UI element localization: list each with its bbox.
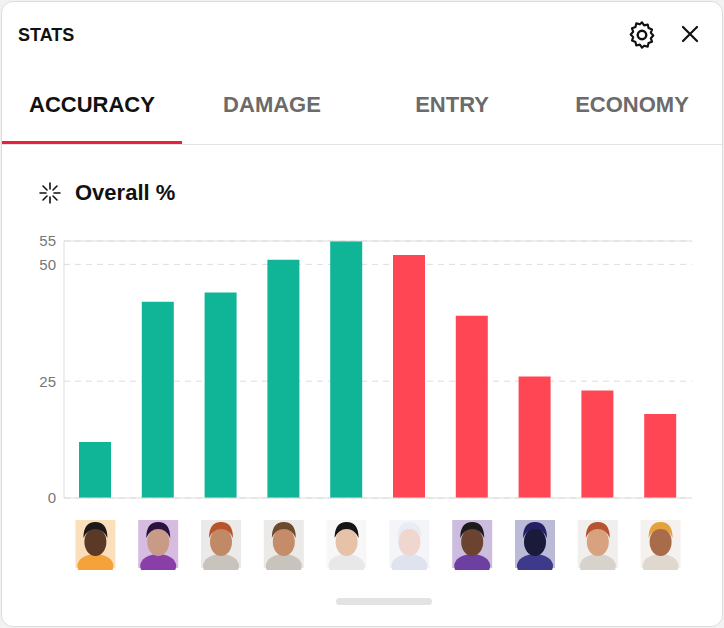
html-text:DAMAGE: DAMAGE <box>223 92 321 117</box>
svg-text:0: 0 <box>48 489 56 506</box>
svg-text:50: 50 <box>39 256 56 273</box>
svg-text:55: 55 <box>39 232 56 249</box>
html-text:STATS: STATS <box>18 25 75 45</box>
html-text:ACCURACY: ACCURACY <box>29 92 155 117</box>
html-text:Overall %: Overall % <box>75 180 176 205</box>
html-text:ECONOMY: ECONOMY <box>575 92 689 117</box>
svg-text:25: 25 <box>39 373 56 390</box>
html-text:ENTRY: ENTRY <box>415 92 489 117</box>
